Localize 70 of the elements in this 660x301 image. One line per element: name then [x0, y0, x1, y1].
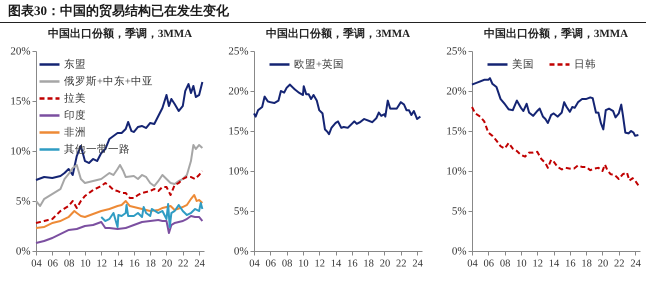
x-tick-label: 10	[80, 258, 91, 270]
x-tick-label: 08	[500, 258, 510, 270]
x-tick-label: 20	[380, 258, 390, 270]
y-tick-label: 5%	[16, 196, 30, 208]
x-tick-label: 18	[363, 258, 374, 270]
x-tick-label: 20	[598, 258, 608, 270]
y-tick-label: 15%	[446, 126, 466, 138]
y-tick-label: 5%	[452, 206, 466, 218]
legend-label: 拉美	[64, 92, 86, 104]
x-tick-label: 16	[129, 258, 140, 270]
x-tick-label: 22	[614, 258, 625, 270]
chart-title: 中国出口份额，季调，3MMA	[484, 27, 628, 40]
y-tick-label: 25%	[446, 46, 466, 58]
line-series	[253, 84, 422, 136]
x-tick-label: 08	[282, 258, 292, 270]
x-tick-label: 04	[467, 258, 478, 270]
x-tick-label: 06	[48, 258, 58, 270]
line-series	[471, 77, 640, 137]
x-tick-label: 04	[249, 258, 260, 270]
x-tick-label: 16	[565, 258, 576, 270]
line-series	[471, 106, 640, 186]
x-tick-label: 12	[96, 258, 107, 270]
x-tick-label: 14	[548, 258, 560, 270]
x-tick-label: 10	[516, 258, 527, 270]
y-tick-label: 20%	[10, 46, 30, 58]
y-tick-label: 0%	[452, 246, 466, 258]
y-tick-label: 20%	[446, 86, 466, 98]
line-series	[35, 170, 204, 224]
line-series	[100, 202, 204, 228]
chart-title: 中国出口份额，季调，3MMA	[266, 27, 410, 40]
x-tick-label: 08	[64, 258, 74, 270]
y-tick-label: 0%	[234, 246, 248, 258]
x-tick-label: 24	[630, 258, 642, 270]
line-series	[35, 194, 204, 229]
y-tick-label: 20%	[228, 86, 248, 98]
y-tick-label: 10%	[446, 166, 466, 178]
legend-label: 东盟	[64, 58, 86, 70]
y-tick-label: 25%	[228, 46, 248, 58]
x-tick-label: 06	[484, 258, 494, 270]
y-tick-label: 5%	[234, 206, 248, 218]
x-tick-label: 16	[347, 258, 358, 270]
x-tick-label: 18	[145, 258, 156, 270]
x-tick-label: 04	[31, 258, 42, 270]
text: 图表30：中国的贸易结构已在发生变化	[0, 0, 646, 23]
x-tick-label: 22	[396, 258, 407, 270]
x-tick-label: 06	[266, 258, 276, 270]
y-tick-label: 10%	[228, 166, 248, 178]
x-tick-label: 18	[581, 258, 592, 270]
y-tick-label: 10%	[10, 146, 30, 158]
x-tick-label: 24	[412, 258, 424, 270]
legend-label: 非洲	[64, 126, 86, 138]
x-tick-label: 14	[112, 258, 124, 270]
x-tick-label: 14	[330, 258, 342, 270]
legend-label: 日韩	[574, 58, 596, 70]
y-tick-label: 0%	[16, 246, 30, 258]
legend-label: 印度	[64, 108, 86, 122]
line-series	[35, 215, 204, 244]
x-tick-label: 22	[178, 258, 189, 270]
y-tick-label: 15%	[10, 96, 30, 108]
x-tick-label: 10	[298, 258, 309, 270]
y-tick-label: 15%	[228, 126, 248, 138]
legend-label: 俄罗斯+中东+中亚	[64, 74, 153, 88]
x-tick-label: 20	[162, 258, 172, 270]
x-tick-label: 12	[314, 258, 325, 270]
chart-title: 中国出口份额，季调，3MMA	[48, 27, 192, 40]
legend-label: 美国	[512, 58, 534, 70]
x-tick-label: 24	[194, 258, 206, 270]
x-tick-label: 12	[532, 258, 543, 270]
legend-label: 欧盟+英国	[294, 58, 344, 70]
line-series	[35, 144, 204, 207]
